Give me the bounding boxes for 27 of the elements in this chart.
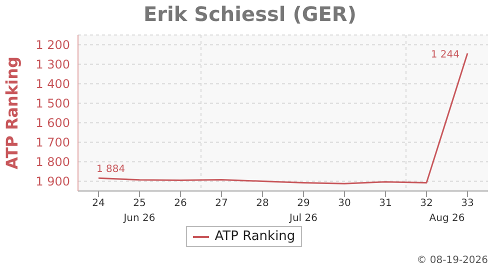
y-tick-label: 1 600 (36, 116, 70, 130)
x-tick-label: 30 (338, 198, 351, 210)
x-tick-label: 32 (420, 198, 433, 210)
x-tick-label: 31 (379, 198, 392, 210)
x-tick-label: 33 (461, 198, 474, 210)
y-tick-label: 1 400 (36, 77, 70, 92)
y-tick-label: 1 200 (36, 38, 70, 52)
legend-label: ATP Ranking (186, 226, 302, 247)
x-tick-label: 28 (256, 198, 269, 210)
y-tick-label: 1 900 (36, 174, 70, 189)
x-tick-label: 27 (215, 198, 228, 210)
text: © 08-19-2026 (416, 255, 488, 266)
x-tick-label: 25 (133, 198, 146, 210)
text: Jul 26 (288, 213, 318, 224)
data-label: 1 884 (96, 164, 126, 176)
y-tick-label: 1 500 (36, 96, 70, 111)
y-tick-label: 1 700 (36, 136, 70, 150)
x-tick-label: 24 (92, 198, 105, 210)
y-axis-title: ATP Ranking (2, 56, 22, 170)
y-tick-label: 1 300 (36, 58, 70, 72)
x-tick-label: 26 (174, 198, 187, 210)
data-label: 1 244 (430, 49, 460, 60)
y-tick-label: 1 800 (36, 155, 70, 170)
chart-title: Erik Schiessl (GER) (142, 2, 358, 26)
text: Jun 26 (122, 213, 156, 224)
text: Aug 26 (428, 213, 466, 224)
x-tick-label: 29 (297, 198, 310, 210)
